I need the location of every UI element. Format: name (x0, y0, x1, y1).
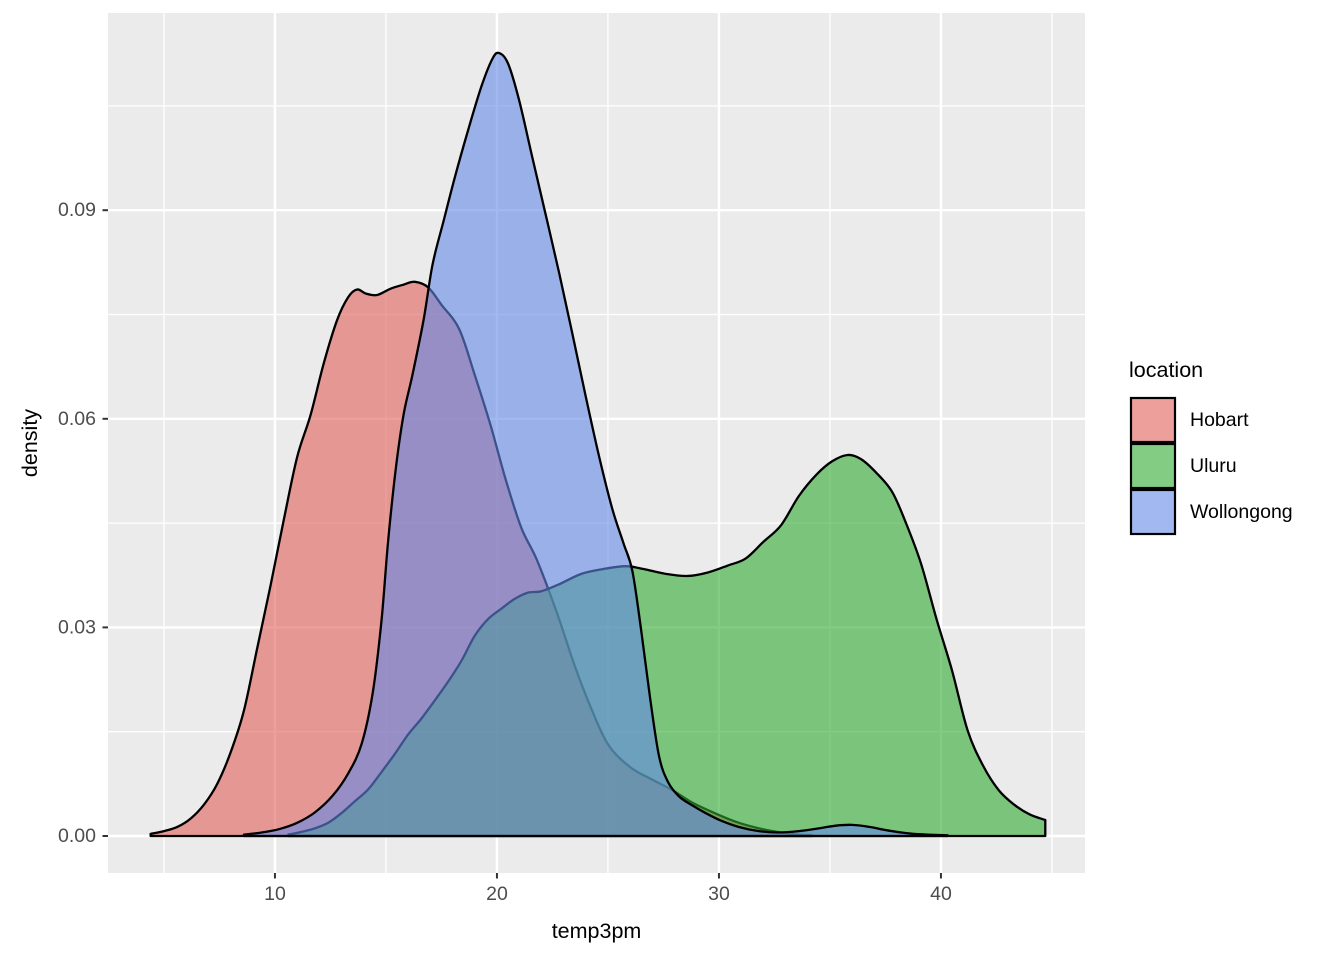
x-tick-label-30: 30 (708, 883, 730, 905)
density-series-layer (149, 51, 1047, 838)
legend-key-hobart (1129, 396, 1177, 444)
legend-entry-uluru: Uluru (1129, 442, 1237, 490)
legend-entry-hobart: Hobart (1129, 396, 1249, 444)
x-tick-label-40: 40 (930, 883, 952, 905)
legend-title: location (1129, 358, 1203, 382)
y-tick-label-009: 0.09 (58, 199, 96, 221)
y-axis-title: density (18, 409, 42, 477)
density-area-wollongong (242, 51, 949, 838)
legend-entry-wollongong: Wollongong (1129, 488, 1293, 536)
legend-key-uluru (1129, 442, 1177, 490)
x-axis-tick-labels: 10 20 30 40 (264, 883, 952, 905)
legend-label-uluru: Uluru (1190, 455, 1237, 477)
x-axis-title: temp3pm (552, 919, 642, 943)
y-tick-label-003: 0.03 (58, 616, 96, 638)
axis-tick-marks (102, 209, 942, 879)
legend-label-wollongong: Wollongong (1190, 501, 1293, 523)
y-axis-tick-labels: 0.00 0.03 0.06 0.09 (58, 199, 96, 847)
legend-label-hobart: Hobart (1190, 409, 1249, 431)
y-tick-label-000: 0.00 (58, 825, 96, 847)
x-tick-label-10: 10 (264, 883, 286, 905)
legend: location Hobart Uluru Wollongong (1129, 358, 1293, 536)
y-tick-label-006: 0.06 (58, 408, 96, 430)
legend-key-wollongong (1129, 488, 1177, 536)
x-tick-label-20: 20 (486, 883, 508, 905)
